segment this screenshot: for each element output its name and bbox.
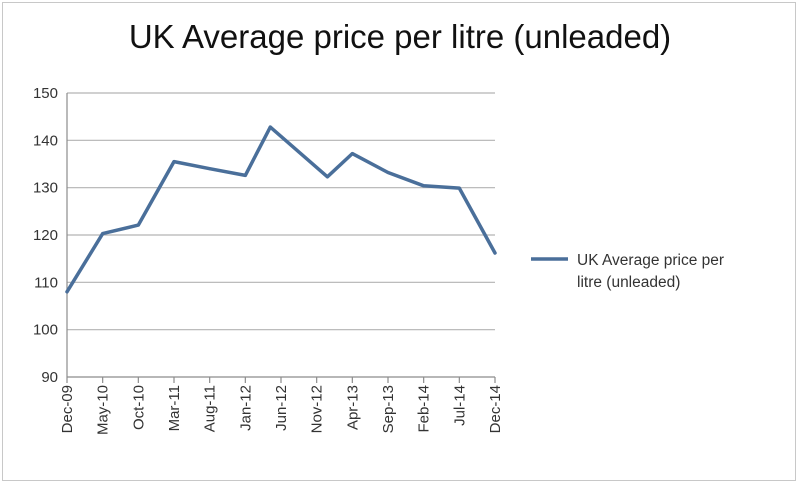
data-point	[243, 173, 247, 177]
data-point	[457, 186, 461, 190]
data-point	[325, 175, 329, 179]
x-tick-label: Jun-12	[273, 385, 290, 431]
y-tick-label: 100	[33, 322, 58, 339]
x-tick-label: Mar-11	[166, 385, 183, 431]
data-point	[65, 290, 69, 294]
x-tick-label: Sep-13	[380, 385, 397, 433]
y-tick-label: 140	[33, 132, 58, 149]
series-line	[65, 125, 497, 294]
x-tick-label: Jan-12	[237, 385, 254, 431]
data-point	[386, 171, 390, 175]
x-tick-label: May-10	[95, 385, 112, 435]
x-tick-label: Apr-13	[344, 385, 361, 430]
x-tick-label: Jul-14	[451, 385, 468, 426]
y-tick-label: 150	[33, 85, 58, 102]
x-tick-label: Aug-11	[202, 385, 219, 432]
legend-label: UK Average price per	[577, 252, 724, 269]
data-point	[422, 184, 426, 188]
x-tick-label: Dec-09	[59, 385, 76, 433]
y-tick-label: 120	[33, 227, 58, 244]
data-point	[172, 160, 176, 164]
x-tick-label: Oct-10	[130, 385, 147, 430]
y-tick-label: 130	[33, 180, 58, 197]
data-point	[101, 232, 105, 236]
y-tick-label: 90	[41, 369, 58, 386]
data-point	[136, 223, 140, 227]
data-point	[208, 167, 212, 171]
legend-label: litre (unleaded)	[577, 274, 680, 291]
data-point	[350, 152, 354, 156]
x-tick-label: Feb-14	[416, 385, 433, 433]
y-tick-label: 110	[34, 274, 58, 291]
chart-title: UK Average price per litre (unleaded)	[128, 18, 672, 55]
x-tick-label: Nov-12	[309, 385, 326, 433]
data-point	[493, 251, 497, 255]
x-tick-label: Dec-14	[487, 385, 504, 433]
data-point	[268, 125, 272, 129]
